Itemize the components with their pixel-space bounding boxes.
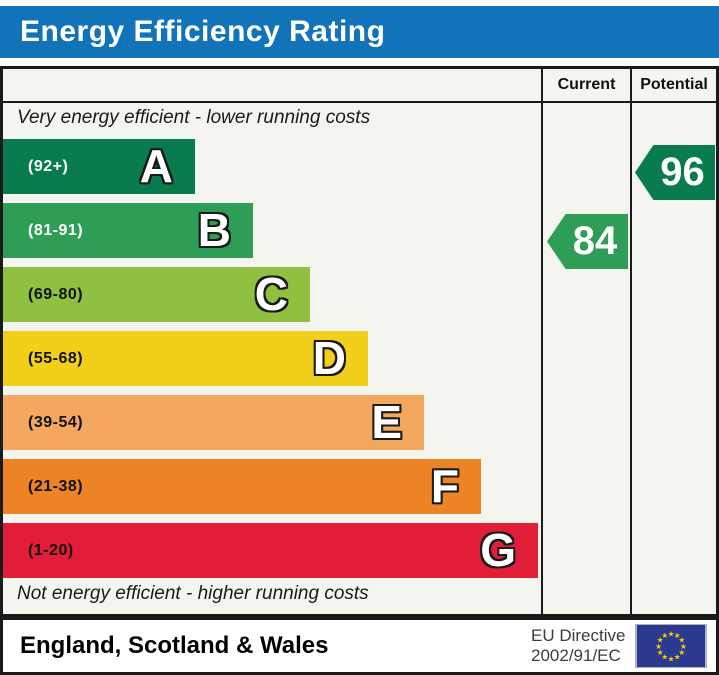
column-divider-current <box>541 69 543 614</box>
potential-column-header: Potential <box>640 76 708 93</box>
band-range-d: (55-68) <box>28 349 84 367</box>
band-letter-b: B <box>197 203 231 256</box>
svg-text:★: ★ <box>678 648 685 657</box>
potential-rating-arrow: 96 <box>635 145 715 200</box>
svg-text:★: ★ <box>657 636 664 645</box>
current-column-header: Current <box>557 76 616 93</box>
region-label: England, Scotland & Wales <box>20 632 329 659</box>
band-letter-d: D <box>312 331 346 384</box>
band-range-g: (1-20) <box>28 541 74 559</box>
band-letter-e: E <box>371 395 402 448</box>
eu-directive-label: EU Directive 2002/91/EC <box>531 626 629 666</box>
bottom-note: Not energy efficient - higher running co… <box>17 583 369 604</box>
band-row-d: (55-68) D <box>3 331 368 386</box>
svg-text:★: ★ <box>661 653 668 662</box>
band-range-c: (69-80) <box>28 285 84 303</box>
title-bar: Energy Efficiency Rating <box>0 6 719 58</box>
footer: England, Scotland & Wales EU Directive 2… <box>0 617 719 675</box>
band-row-a: (92+) A <box>3 139 195 194</box>
current-rating-value: 84 <box>572 219 618 263</box>
band-range-e: (39-54) <box>28 413 84 431</box>
eu-directive-line2: 2002/91/EC <box>531 646 621 665</box>
svg-text:★: ★ <box>678 636 685 645</box>
svg-text:★: ★ <box>674 631 681 640</box>
svg-text:★: ★ <box>674 653 681 662</box>
band-row-g: (1-20) G <box>3 523 538 578</box>
eu-flag-stars: ★ ★ ★ ★ ★ ★ ★ ★ ★ ★ ★ ★ <box>655 629 687 663</box>
rating-table: Current Potential Very energy efficient … <box>0 66 719 617</box>
svg-text:★: ★ <box>657 648 664 657</box>
eu-directive-line1: EU Directive <box>531 626 626 645</box>
page-title: Energy Efficiency Rating <box>20 15 386 48</box>
potential-rating-value: 96 <box>660 150 705 194</box>
band-letter-a: A <box>139 139 173 192</box>
eu-flag-field <box>636 625 706 667</box>
band-letter-f: F <box>430 459 459 512</box>
svg-text:★: ★ <box>661 631 668 640</box>
svg-text:★: ★ <box>668 629 675 638</box>
svg-text:★: ★ <box>680 642 687 651</box>
svg-text:★: ★ <box>655 642 662 651</box>
eu-flag-icon: ★ ★ ★ ★ ★ ★ ★ ★ ★ ★ ★ ★ <box>635 624 707 668</box>
column-divider-potential <box>630 69 632 614</box>
band-letter-g: G <box>480 523 516 576</box>
band-range-b: (81-91) <box>28 221 84 239</box>
header-row-divider <box>3 101 716 103</box>
band-row-b: (81-91) B <box>3 203 253 258</box>
svg-text:★: ★ <box>668 654 675 663</box>
band-row-e: (39-54) E <box>3 395 424 450</box>
band-range-a: (92+) <box>28 157 69 175</box>
band-letter-c: C <box>254 267 288 320</box>
band-row-c: (69-80) C <box>3 267 310 322</box>
current-rating-arrow: 84 <box>547 214 628 269</box>
band-range-f: (21-38) <box>28 477 84 495</box>
band-row-f: (21-38) F <box>3 459 481 514</box>
top-note: Very energy efficient - lower running co… <box>17 107 371 128</box>
